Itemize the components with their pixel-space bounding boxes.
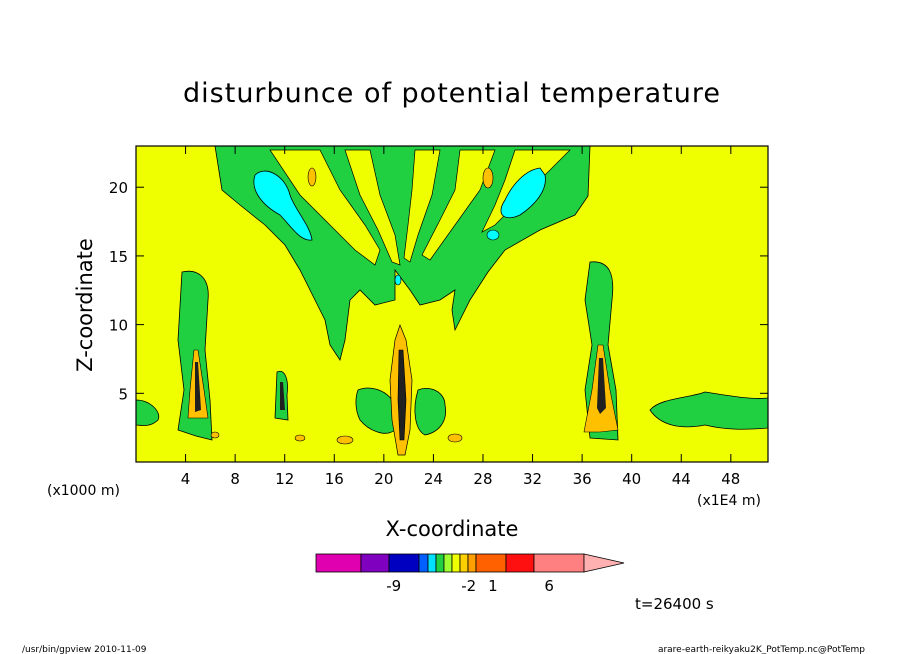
green-blob-center-right [414, 388, 447, 436]
x-tick-label: 36 [573, 470, 592, 488]
y-axis-label: Z-coordinate [73, 238, 97, 372]
colorbar-swatch [360, 553, 390, 573]
x-tick-label: 44 [672, 470, 691, 488]
colorbar-swatch [533, 553, 585, 573]
x-unit-note: (x1E4 m) [697, 493, 761, 509]
x-tick-label: 32 [523, 470, 542, 488]
z-unit-note: (x1000 m) [47, 483, 120, 499]
orange-blob [336, 435, 354, 445]
colorbar: -9 -2 1 6 [315, 553, 625, 595]
colorbar-swatch [443, 553, 453, 573]
x-tick-label: 4 [181, 470, 191, 488]
x-tick-label: 16 [325, 470, 344, 488]
plot-frame [135, 145, 769, 463]
colorbar-swatch [505, 553, 535, 573]
yellow-plume-left [269, 149, 381, 266]
colorbar-label: -9 [386, 577, 401, 595]
colorbar-swatch [315, 553, 362, 573]
colorbar-swatch [451, 553, 461, 573]
black-core-x12 [280, 382, 285, 410]
orange-blob [307, 167, 317, 187]
yellow-plume-right [421, 149, 496, 261]
cyan-patch-left [253, 170, 313, 241]
x-tick-label: 48 [721, 470, 740, 488]
colorbar-extension [583, 553, 625, 573]
green-blob-center-left [355, 387, 396, 434]
cyan-patch-right [500, 167, 546, 219]
x-axis-label: X-coordinate [386, 517, 519, 541]
y-tick-label: 20 [109, 179, 128, 197]
footer-right: arare-earth-reikyaku2K_PotTemp.nc@PotTem… [658, 645, 865, 654]
colorbar-swatch [435, 553, 445, 573]
x-tick-label: 28 [473, 470, 492, 488]
black-core-x21 [397, 349, 407, 441]
orange-blob [294, 434, 306, 442]
colorbar-swatch [475, 553, 507, 573]
orange-blob [447, 433, 463, 443]
colorbar-label: -2 [461, 577, 476, 595]
x-tick-label: 20 [374, 470, 393, 488]
black-core-x5 [195, 362, 201, 412]
x-tick-label: 12 [275, 470, 294, 488]
x-axis-ticks: 4 8 12 16 20 24 28 32 36 40 44 48 [181, 146, 740, 488]
y-tick-label: 15 [109, 248, 128, 266]
orange-blob [210, 431, 220, 439]
chart-title: disturbunce of potential temperature [183, 78, 721, 109]
orange-blob [482, 167, 494, 189]
colorbar-label: 6 [544, 577, 554, 595]
x-tick-label: 8 [230, 470, 240, 488]
time-label: t=26400 s [635, 595, 714, 613]
y-tick-label: 10 [109, 317, 128, 335]
y-tick-label: 5 [118, 385, 128, 403]
colorbar-swatch [467, 553, 477, 573]
colorbar-swatch [388, 553, 420, 573]
colorbar-label: 1 [488, 577, 498, 595]
cyan-blob [394, 274, 402, 286]
x-tick-label: 40 [622, 470, 641, 488]
black-core-x37 [597, 358, 606, 414]
plot-area [136, 146, 768, 462]
yellow-plume-center-left [344, 149, 401, 266]
colorbar-swatch [427, 553, 437, 573]
x-tick-label: 24 [424, 470, 443, 488]
footer-left: /usr/bin/gpview 2010-11-09 [22, 645, 147, 654]
colorbar-swatch [459, 553, 469, 573]
y-axis-ticks: 5 10 15 20 [109, 179, 768, 403]
yellow-plume-center-right [403, 149, 441, 263]
green-region-lower-right [649, 391, 768, 430]
green-region-lower-left [136, 399, 160, 426]
cyan-blob [486, 229, 500, 241]
colorbar-swatch [418, 553, 429, 573]
